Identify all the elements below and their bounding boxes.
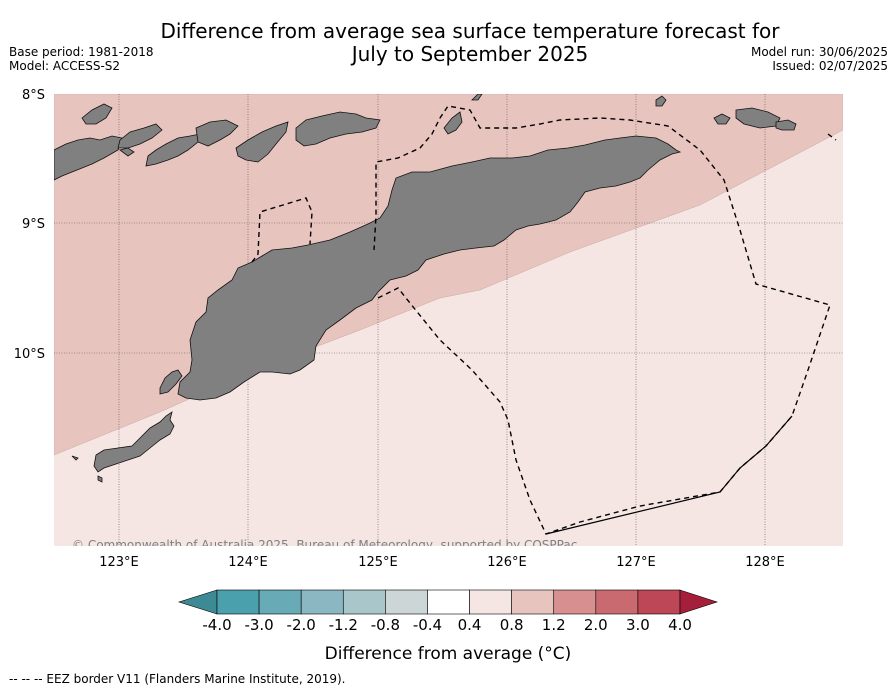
- meta-right: Model run: 30/06/2025 Issued: 02/07/2025: [751, 45, 888, 73]
- map-title: Difference from average sea surface temp…: [140, 20, 800, 66]
- eez-line-timor-leste: [373, 105, 831, 535]
- land-leti: [713, 113, 731, 125]
- colorbar-segment: [469, 589, 512, 615]
- land-islet-4: [471, 94, 483, 101]
- land-flores-east: [54, 135, 123, 181]
- land-atauro: [443, 111, 463, 135]
- colorbar-tick-label: 2.0: [584, 616, 608, 634]
- land-semau: [159, 369, 183, 395]
- land-islet-3: [119, 147, 135, 157]
- land-lakor: [775, 119, 797, 131]
- eez-line-east: [827, 133, 837, 141]
- land-ndao: [97, 475, 103, 483]
- land-wetar: [295, 111, 381, 147]
- colorbar-title: Difference from average (°C): [325, 644, 572, 664]
- colorbar-tick-label: -1.2: [329, 616, 358, 634]
- lon-label-124e: 124°E: [228, 555, 268, 570]
- land-masses: [54, 94, 797, 483]
- eez-border: [251, 105, 837, 535]
- colorbar-tick-label: -0.4: [413, 616, 442, 634]
- eez-solid-segment: [545, 415, 793, 535]
- land-islet-2: [81, 103, 113, 125]
- colorbar-tick-label: 3.0: [626, 616, 650, 634]
- colorbar-segment: [258, 589, 302, 615]
- colorbar-tick-label: 1.2: [542, 616, 566, 634]
- land-pantar: [195, 119, 239, 147]
- land-adonara: [117, 123, 163, 149]
- colorbar: [178, 589, 718, 615]
- colorbar-tick-label: 4.0: [668, 616, 692, 634]
- eez-line-oecusse: [251, 197, 313, 263]
- copyright-notice: © Commonwealth of Australia 2025, Bureau…: [72, 538, 577, 552]
- lat-label-10s: 10°S: [14, 347, 45, 362]
- colorbar-segment: [385, 589, 428, 615]
- colorbar-tick-label: 0.4: [458, 616, 482, 634]
- title-line-2: July to September 2025: [351, 42, 589, 66]
- lon-label-123e: 123°E: [99, 555, 139, 570]
- colorbar-segment: [427, 589, 470, 615]
- base-period: Base period: 1981-2018: [9, 45, 154, 59]
- colorbar-segment: [511, 589, 555, 615]
- colorbar-extend-high: [679, 589, 718, 615]
- colorbar-segment: [300, 589, 344, 615]
- colorbar-extend-low: [178, 589, 218, 615]
- eez-footnote: -- -- -- EEZ border V11 (Flanders Marine…: [9, 672, 346, 686]
- colorbar-segment: [637, 589, 681, 615]
- model-name: Model: ACCESS-S2: [9, 59, 121, 73]
- colorbar-segment: [553, 589, 597, 615]
- map-canvas: © Commonwealth of Australia 2025, Bureau…: [54, 94, 843, 552]
- colorbar-labels: -4.0 -3.0 -2.0 -1.2 -0.8 -0.4 0.4 0.8 1.2 2.0 3.0 4…: [202, 616, 692, 634]
- colorbar-tick-label: -0.8: [371, 616, 400, 634]
- colorbar-segment: [595, 589, 639, 615]
- lon-label-125e: 125°E: [358, 555, 398, 570]
- issued-date: Issued: 02/07/2025: [772, 59, 888, 73]
- land-rote: [93, 411, 175, 473]
- lon-label-127e: 127°E: [616, 555, 656, 570]
- land-alor: [235, 121, 289, 163]
- colorbar-tick-label: -2.0: [287, 616, 316, 634]
- land-islet-5: [655, 95, 667, 107]
- model-run: Model run: 30/06/2025: [750, 45, 888, 59]
- title-line-1: Difference from average sea surface temp…: [160, 19, 780, 43]
- lon-label-126e: 126°E: [487, 555, 527, 570]
- colorbar-tick-label: -4.0: [202, 616, 231, 634]
- colorbar-tick-label: 0.8: [500, 616, 524, 634]
- colorbar-tick-label: -3.0: [244, 616, 273, 634]
- lat-label-9s: 9°S: [22, 217, 45, 232]
- colorbar-segment: [216, 589, 260, 615]
- lat-label-8s: 8°S: [22, 88, 45, 103]
- colorbar-segment: [342, 589, 386, 615]
- land-timor: [177, 135, 682, 401]
- lon-label-128e: 128°E: [745, 555, 785, 570]
- meta-left: Base period: 1981-2018 Model: ACCESS-S2: [9, 45, 154, 73]
- land-islet-1: [71, 455, 79, 461]
